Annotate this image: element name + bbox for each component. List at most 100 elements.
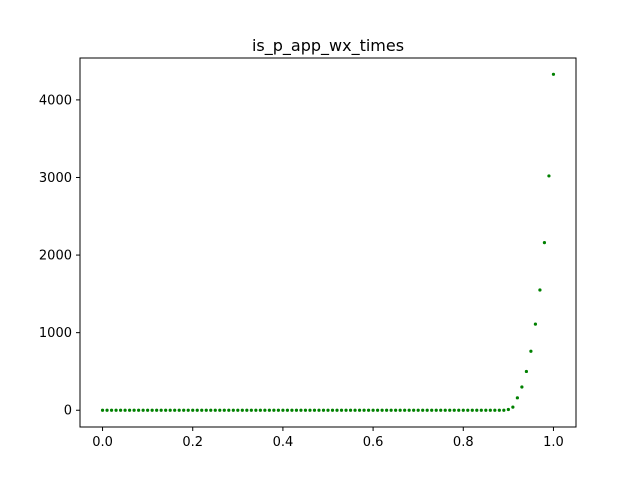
- data-point: [326, 408, 330, 412]
- data-point: [344, 408, 348, 412]
- data-point: [394, 408, 398, 412]
- data-point: [317, 408, 321, 412]
- data-point: [285, 408, 290, 412]
- data-point: [281, 408, 285, 412]
- data-points: [100, 72, 556, 412]
- y-tick-label: 3000: [39, 171, 72, 186]
- data-point: [461, 408, 465, 412]
- data-point: [371, 408, 375, 412]
- data-point: [200, 408, 204, 412]
- data-point: [353, 408, 357, 412]
- data-point: [240, 408, 244, 412]
- data-point: [222, 408, 226, 412]
- data-point: [191, 408, 195, 412]
- x-axis-ticks: 0.0 0.2 0.4 0.6 0.8 1.0: [92, 427, 564, 450]
- data-point: [209, 408, 213, 412]
- y-tick-label: 4000: [39, 93, 72, 108]
- data-point: [551, 72, 556, 76]
- data-point: [466, 408, 470, 412]
- data-point: [366, 408, 371, 412]
- data-point: [538, 288, 542, 292]
- data-point: [439, 408, 443, 412]
- data-point: [303, 408, 308, 412]
- data-point: [321, 408, 326, 412]
- y-axis-ticks: 0 1000 2000 3000 4000: [39, 93, 80, 419]
- data-point: [227, 408, 231, 412]
- data-point: [443, 408, 447, 412]
- data-point: [515, 396, 519, 400]
- data-point: [357, 408, 362, 412]
- data-point: [272, 408, 276, 412]
- data-point: [164, 408, 168, 412]
- data-point: [416, 408, 420, 412]
- data-point: [385, 408, 389, 412]
- data-point: [542, 241, 547, 245]
- data-point: [105, 408, 109, 412]
- data-point: [470, 408, 474, 412]
- y-tick-label: 1000: [39, 326, 72, 341]
- data-point: [488, 408, 492, 412]
- data-point: [294, 408, 299, 412]
- data-point: [457, 408, 461, 412]
- data-point: [177, 408, 181, 412]
- x-tick-label: 0.4: [273, 435, 294, 450]
- data-point: [267, 408, 271, 412]
- data-point: [109, 408, 114, 412]
- data-point: [502, 408, 506, 412]
- data-point: [204, 408, 208, 412]
- plot-frame: [79, 57, 577, 428]
- data-point: [236, 408, 240, 412]
- data-point: [258, 408, 262, 412]
- data-point: [146, 408, 150, 412]
- data-point: [407, 408, 411, 412]
- data-point: [137, 408, 141, 412]
- data-point: [547, 174, 551, 178]
- data-point: [308, 408, 312, 412]
- y-tick-label: 0: [64, 404, 72, 419]
- data-point: [524, 369, 529, 374]
- data-point: [529, 349, 533, 353]
- data-point: [398, 408, 402, 412]
- data-point: [150, 408, 154, 412]
- data-point: [118, 408, 123, 412]
- data-point: [218, 408, 222, 412]
- y-tick-label: 2000: [39, 249, 72, 264]
- x-tick-label: 1.0: [543, 435, 564, 450]
- x-tick-label: 0.6: [363, 435, 384, 450]
- data-point: [155, 408, 159, 412]
- data-point: [254, 408, 258, 412]
- data-point: [479, 408, 483, 412]
- data-point: [506, 407, 510, 412]
- data-point: [389, 408, 393, 412]
- x-tick-label: 0.2: [182, 435, 203, 450]
- data-point: [213, 408, 217, 412]
- data-point: [493, 408, 497, 412]
- data-point: [245, 408, 249, 412]
- data-point: [348, 408, 353, 412]
- x-tick-label: 0.0: [92, 435, 113, 450]
- data-point: [335, 408, 339, 412]
- data-point: [511, 405, 515, 409]
- data-point: [339, 408, 344, 412]
- data-point: [430, 408, 434, 412]
- data-point: [380, 408, 384, 412]
- data-point: [376, 408, 380, 412]
- data-point: [114, 408, 118, 412]
- data-point: [159, 408, 163, 412]
- data-point: [186, 408, 190, 412]
- data-point: [173, 408, 177, 412]
- data-point: [484, 408, 488, 412]
- data-point: [533, 322, 538, 326]
- data-point: [128, 408, 132, 412]
- data-point: [403, 408, 407, 412]
- data-point: [421, 408, 425, 412]
- data-point: [448, 408, 452, 412]
- data-point: [330, 408, 335, 412]
- data-point: [452, 408, 456, 412]
- data-point: [434, 408, 438, 412]
- data-point: [312, 408, 317, 412]
- data-point: [497, 408, 501, 412]
- data-point: [141, 408, 145, 412]
- data-point: [412, 408, 416, 412]
